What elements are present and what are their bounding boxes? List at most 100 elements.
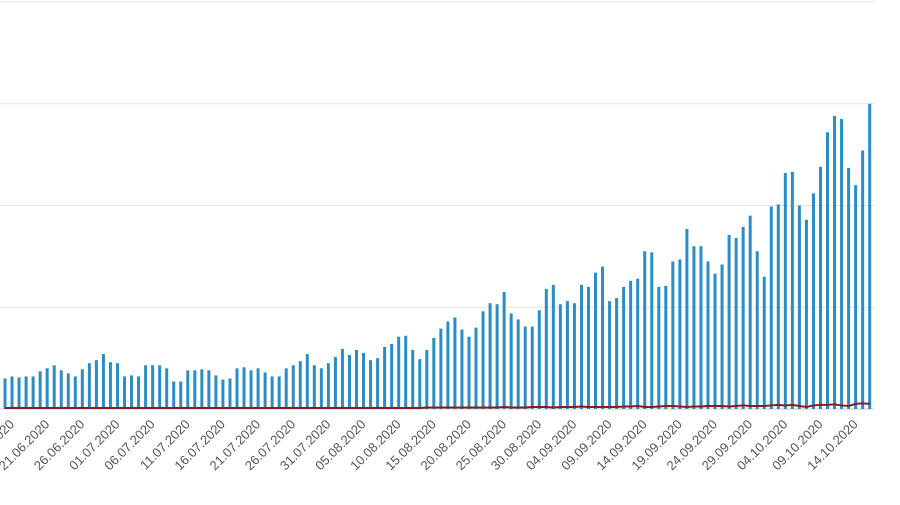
bar [692, 246, 696, 409]
bar [516, 319, 520, 409]
bar [734, 238, 738, 409]
bar [495, 304, 499, 409]
bar [263, 372, 267, 409]
bar [811, 193, 815, 409]
bar [833, 115, 837, 410]
bar [340, 348, 344, 409]
bar [355, 349, 358, 409]
bar [671, 261, 675, 409]
bar [741, 226, 745, 409]
bar [347, 355, 351, 409]
bar [172, 381, 176, 409]
bar [270, 376, 274, 409]
bar [73, 376, 77, 409]
bar [755, 251, 759, 409]
bar [762, 276, 766, 409]
bar [193, 370, 197, 409]
bar [24, 376, 28, 409]
bar [790, 171, 794, 409]
bar [826, 132, 830, 410]
bar [383, 346, 387, 409]
bar [699, 246, 703, 409]
bar [439, 328, 443, 409]
bar [38, 371, 42, 409]
bar [854, 185, 858, 409]
bar [66, 373, 70, 409]
bar [179, 381, 183, 409]
bar [45, 368, 49, 409]
bar [397, 336, 401, 409]
bar [509, 313, 513, 409]
bar [453, 317, 457, 409]
bar [101, 354, 105, 409]
bar [601, 266, 605, 409]
bar [685, 228, 689, 409]
bar [235, 368, 239, 409]
bar [481, 311, 485, 409]
bar [200, 369, 204, 409]
bar [390, 343, 394, 409]
bar [720, 264, 724, 409]
bar [214, 375, 218, 409]
bar [108, 362, 112, 409]
bar [17, 377, 21, 409]
bar [474, 327, 478, 409]
bar [404, 335, 408, 409]
bar [713, 273, 717, 409]
bar [59, 370, 63, 409]
bar [87, 363, 91, 409]
bar [80, 369, 84, 409]
bar [467, 336, 471, 409]
bar [523, 326, 527, 409]
bar [10, 376, 14, 409]
bar [579, 284, 583, 409]
bar [165, 368, 169, 409]
bar [847, 167, 851, 409]
bar [502, 291, 506, 409]
bar [418, 359, 422, 409]
bar [488, 303, 492, 409]
bar [650, 252, 654, 409]
bar [305, 354, 309, 409]
bar [144, 365, 148, 409]
bar [151, 365, 155, 409]
bar [376, 358, 380, 409]
bar [537, 310, 541, 409]
bar [551, 284, 555, 409]
bar [804, 219, 808, 409]
bar [776, 204, 780, 409]
bar [783, 172, 787, 409]
bar [748, 215, 752, 409]
bar [797, 205, 801, 409]
bar [769, 206, 773, 409]
bar [544, 288, 548, 409]
bar [52, 365, 56, 409]
bar [664, 285, 668, 409]
bar [94, 360, 98, 409]
bar [622, 286, 626, 409]
bar [425, 349, 429, 409]
bar [326, 363, 330, 409]
bar [158, 365, 162, 409]
bar [319, 368, 323, 409]
bar [678, 259, 682, 409]
bar [137, 376, 141, 409]
bar [643, 251, 647, 409]
bar [572, 303, 576, 409]
bar [291, 365, 295, 409]
bar [411, 349, 415, 409]
bar [115, 363, 119, 409]
bar [221, 379, 225, 409]
bar [868, 103, 872, 409]
bar [123, 376, 127, 409]
bar [256, 368, 260, 409]
bar [615, 298, 619, 409]
bar [228, 378, 232, 409]
bar [186, 370, 190, 409]
bar [594, 272, 598, 409]
bar [530, 326, 534, 409]
bar [636, 278, 640, 409]
line [5, 402, 870, 409]
bar [333, 357, 337, 409]
